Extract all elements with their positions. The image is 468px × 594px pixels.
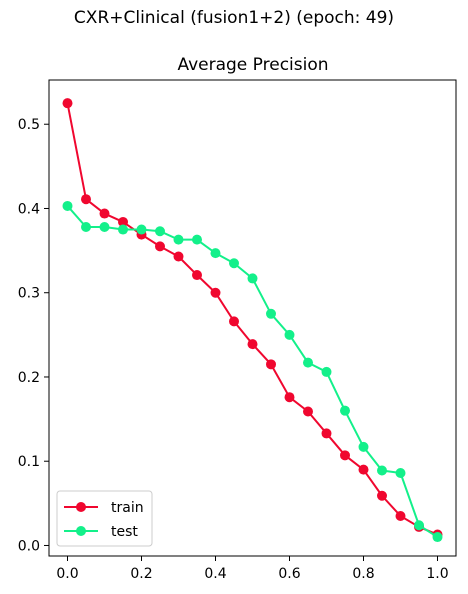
data-point-train [229,316,239,327]
legend-label-test: test [111,524,138,540]
data-point-train [340,450,350,461]
data-point-test [99,222,110,233]
ticks-layer: 0.0 0.2 0.4 0.6 0.8 1.0 0.0 0.1 0.2 0.3 0.4 0.5 [18,117,449,582]
data-point-train [155,241,165,252]
y-tick-label: 0.0 [18,538,40,554]
data-point-test [81,222,91,233]
x-tick-label: 0.0 [56,566,78,582]
series-line-test [66,205,439,538]
data-point-train [173,251,184,262]
data-point-train [99,208,110,219]
data-point-train [358,464,369,475]
legend-marker-test [76,526,86,536]
data-point-test [358,441,369,452]
y-tick-label: 0.4 [18,201,40,217]
legend-marker-train [76,502,86,512]
data-point-train [81,194,91,205]
data-point-train [395,510,406,521]
x-tick-label: 0.8 [352,566,374,582]
y-tick-label: 0.2 [18,370,40,386]
plot-frame [48,79,457,557]
data-point-test [247,273,258,284]
data-point-test [136,224,147,235]
data-point-train [118,216,128,227]
data-point-test [432,532,443,543]
data-point-train [303,406,313,417]
data-point-test [229,258,239,269]
series-test [62,200,443,543]
data-point-test [340,405,350,416]
data-point-train [321,428,332,439]
data-point-test [192,234,202,245]
data-point-test [395,468,406,479]
chart-title: Average Precision [177,55,328,75]
data-point-test [377,465,387,476]
data-point-test [173,234,184,245]
x-tick-label: 1.0 [426,566,448,582]
series-layer [62,98,443,543]
legend: train test [56,490,153,547]
data-point-train [377,490,387,501]
data-point-test [414,520,424,531]
data-point-train [210,287,221,298]
data-point-train [284,392,295,403]
x-tick-label: 0.2 [130,566,152,582]
y-tick-label: 0.5 [18,117,40,133]
data-point-train [192,270,202,281]
x-tick-label: 0.6 [278,566,300,582]
data-point-train [62,98,73,109]
y-tick-label: 0.1 [18,454,40,470]
series-train [62,98,443,540]
data-point-train [247,339,258,350]
y-tick-label: 0.3 [18,286,40,302]
data-point-test [284,329,295,340]
data-point-test [118,224,128,235]
x-tick-label: 0.4 [204,566,226,582]
legend-label-train: train [111,500,144,516]
data-point-test [321,366,332,377]
data-point-test [155,226,165,237]
data-point-test [266,308,276,319]
data-point-test [210,248,221,259]
figure-title: CXR+Clinical (fusion1+2) (epoch: 49) [73,8,395,28]
data-point-test [62,200,73,211]
data-point-train [266,359,276,370]
data-point-test [303,357,313,368]
